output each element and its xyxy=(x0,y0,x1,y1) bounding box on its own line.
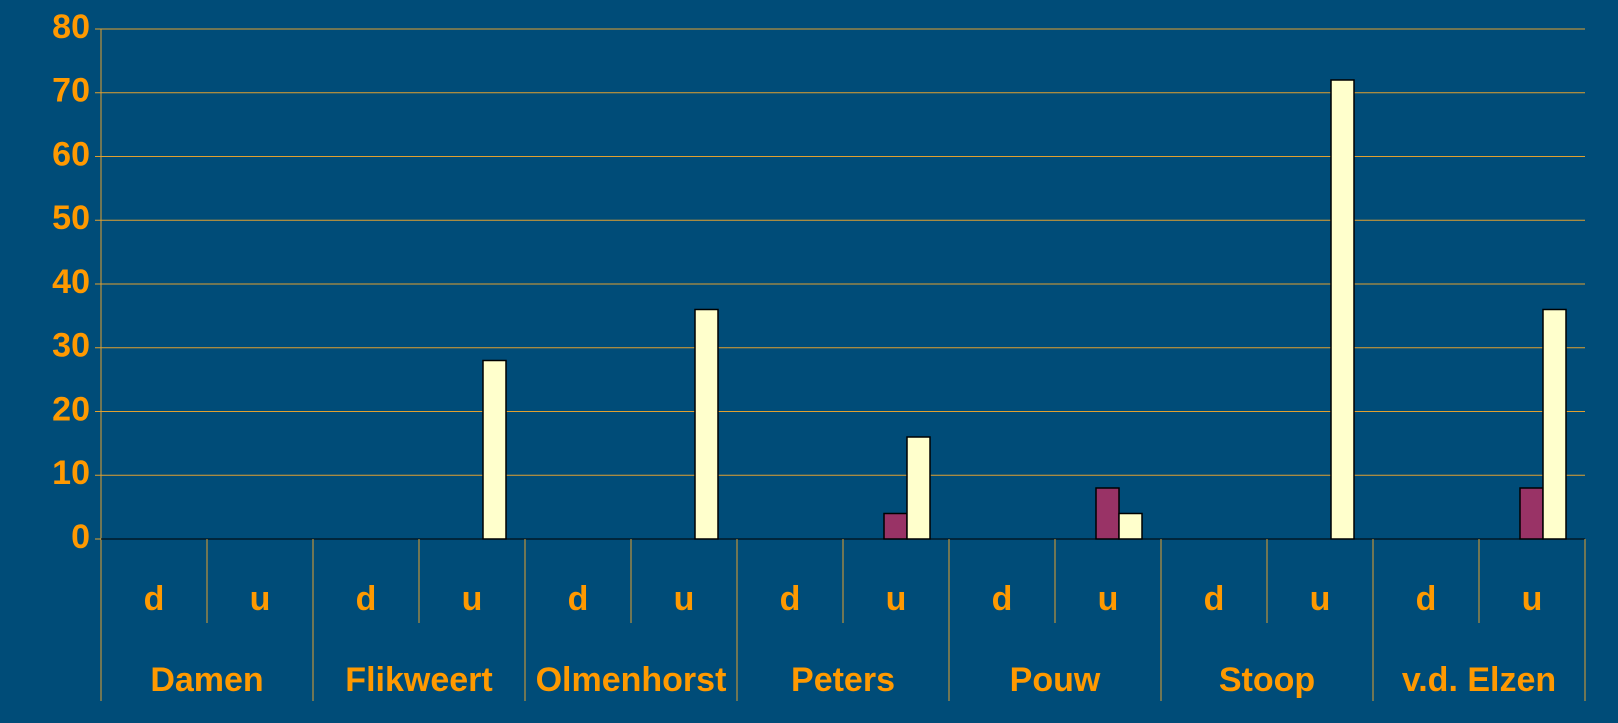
group-label: Pouw xyxy=(1010,661,1101,699)
bar xyxy=(1542,308,1567,540)
y-tick-label: 0 xyxy=(71,518,90,556)
bar xyxy=(694,308,719,540)
x-tick-label: u xyxy=(1098,580,1119,618)
x-tick-label: d xyxy=(568,580,589,618)
x-tick-label: d xyxy=(1416,580,1437,618)
group-label: Olmenhorst xyxy=(536,661,727,699)
y-tick-label: 80 xyxy=(52,8,90,46)
x-tick-label: d xyxy=(992,580,1013,618)
bar xyxy=(1118,512,1143,540)
y-tick-label: 70 xyxy=(52,72,90,110)
y-tick-label: 30 xyxy=(52,327,90,365)
x-tick-label: u xyxy=(674,580,695,618)
group-label: Peters xyxy=(791,661,895,699)
y-tick-label: 60 xyxy=(52,135,90,173)
y-tick-label: 50 xyxy=(52,199,90,237)
y-tick-label: 40 xyxy=(52,263,90,301)
bar xyxy=(1330,79,1355,540)
x-tick-label: u xyxy=(250,580,271,618)
x-tick-label: u xyxy=(1522,580,1543,618)
group-label: Stoop xyxy=(1219,661,1315,699)
y-tick-label: 10 xyxy=(52,454,90,492)
group-label: v.d. Elzen xyxy=(1402,661,1556,699)
group-label: Flikweert xyxy=(345,661,492,699)
x-tick-label: d xyxy=(780,580,801,618)
x-tick-label: u xyxy=(1310,580,1331,618)
x-tick-label: u xyxy=(886,580,907,618)
bar xyxy=(1519,487,1544,540)
x-tick-label: u xyxy=(462,580,483,618)
bar xyxy=(482,359,507,540)
group-label: Damen xyxy=(150,661,263,699)
x-tick-label: d xyxy=(356,580,377,618)
x-tick-label: d xyxy=(144,580,165,618)
bar xyxy=(883,512,908,540)
bar xyxy=(906,436,931,540)
x-tick-label: d xyxy=(1204,580,1225,618)
y-tick-label: 20 xyxy=(52,390,90,428)
bar xyxy=(1095,487,1120,540)
